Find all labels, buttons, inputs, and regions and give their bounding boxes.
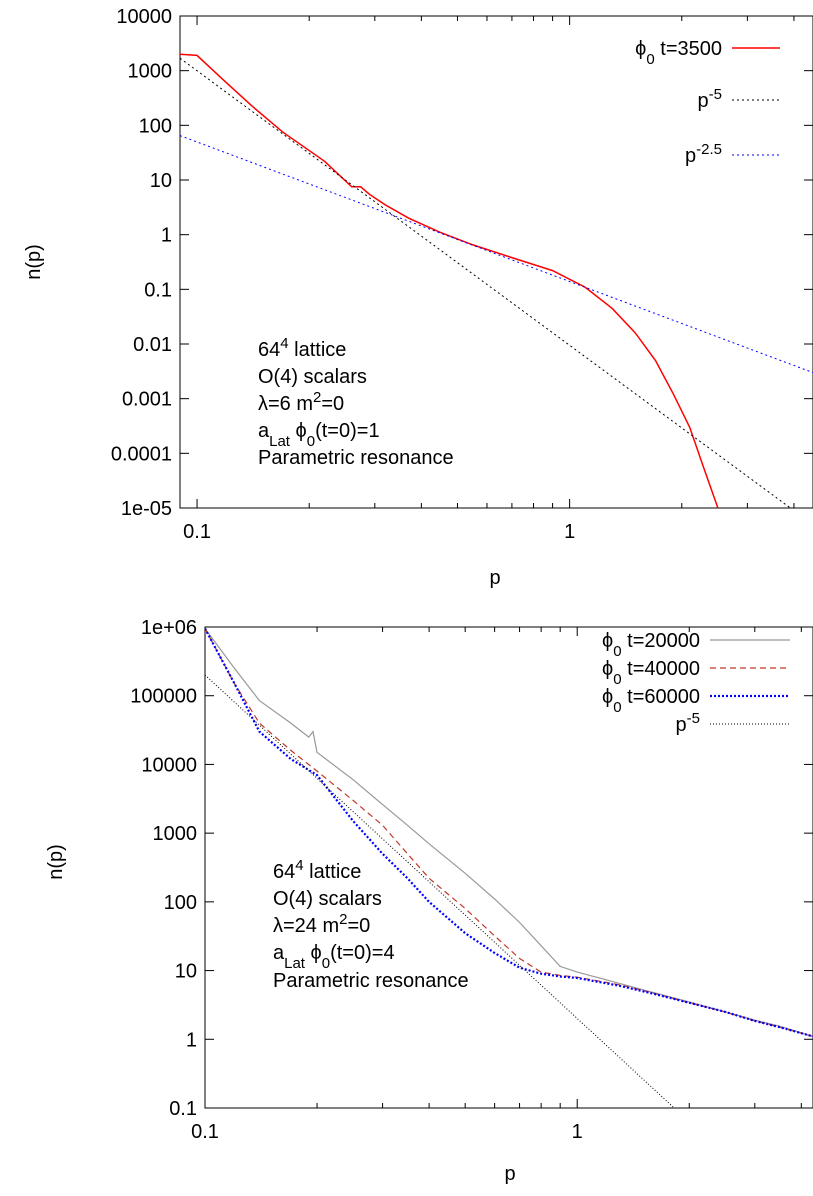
series-line-2 — [205, 628, 813, 1037]
legend-label-1: ϕ0 t=20000 — [602, 630, 700, 660]
annotation-initial: aLat ϕ0(t=0)=4 — [273, 942, 395, 972]
chart-top: 10000 1000 100 10 1 0.1 0.01 0.001 0.0001 1e-05 0.… — [23, 6, 813, 589]
legend-label-2: p-5 — [698, 86, 722, 113]
plot-frame — [179, 15, 813, 509]
y-tick-label: 10 — [150, 170, 172, 192]
series-line-3 — [205, 627, 813, 1038]
legend-label-2: ϕ0 t=40000 — [602, 658, 700, 688]
y-tick-label: 100000 — [130, 686, 197, 708]
legend-label-4: p-5 — [676, 710, 700, 737]
y-tick-label: 100 — [164, 892, 197, 914]
x-axis-label: p — [489, 567, 500, 589]
y-tick-label: 10000 — [116, 6, 172, 28]
y-tick-label: 1000 — [153, 823, 198, 845]
annotation-mechanism: Parametric resonance — [258, 447, 454, 469]
y-tick-label: 1 — [186, 1029, 197, 1051]
annotation-scalars: O(4) scalars — [273, 888, 382, 910]
y-tick-label: 0.001 — [122, 389, 172, 411]
x-axis-label: p — [504, 1163, 515, 1185]
series-line-1 — [205, 628, 813, 1037]
legend-label-1: ϕ0 t=3500 — [635, 38, 722, 68]
x-tick-label: 1 — [564, 521, 575, 543]
y-tick-label: 0.1 — [169, 1098, 197, 1120]
y-tick-label: 1e-05 — [121, 498, 172, 520]
series-layer — [180, 53, 813, 508]
y-tick-label: 1e+06 — [141, 617, 197, 639]
annotation-lattice: 644 lattice — [273, 857, 361, 884]
series-line-1 — [180, 53, 719, 508]
annotation-mechanism: Parametric resonance — [273, 970, 469, 992]
annotation-initial: aLat ϕ0(t=0)=1 — [258, 420, 380, 450]
annotation-params: λ=24 m2=0 — [273, 911, 370, 938]
x-tick-label: 1 — [572, 1121, 583, 1143]
y-tick-label: 100 — [139, 115, 172, 137]
y-tick-label: 10000 — [141, 754, 197, 776]
y-tick-label: 0.1 — [144, 279, 172, 301]
chart-bottom: 1e+06 100000 10000 1000 100 10 1 0.10.1 1 p n(p) ϕ0… — [45, 617, 813, 1185]
annotation-lattice: 644 lattice — [258, 335, 346, 362]
series-line-4 — [205, 674, 675, 1108]
plot-frame — [204, 626, 813, 1109]
series-line-3 — [180, 135, 813, 374]
legend-label-3: ϕ0 t=60000 — [602, 686, 700, 716]
y-axis-label: n(p) — [23, 244, 45, 280]
legend-label-3: p-2.5 — [685, 141, 722, 168]
y-tick-label: 0.0001 — [111, 443, 172, 465]
legend: ϕ0 t=3500 p-5 p-2.5 — [635, 38, 780, 167]
y-tick-label: 0.01 — [133, 334, 172, 356]
y-tick-label: 10 — [175, 961, 197, 983]
x-tick-label: 0.1 — [191, 1121, 219, 1143]
annotation-scalars: O(4) scalars — [258, 366, 367, 388]
y-tick-label: 1000 — [128, 61, 173, 83]
y-axis-label: n(p) — [45, 844, 67, 880]
series-layer — [205, 627, 813, 1108]
x-tick-label: 0.1 — [183, 521, 211, 543]
y-tick-label: 1 — [161, 225, 172, 247]
annotation-params: λ=6 m2=0 — [258, 389, 344, 416]
